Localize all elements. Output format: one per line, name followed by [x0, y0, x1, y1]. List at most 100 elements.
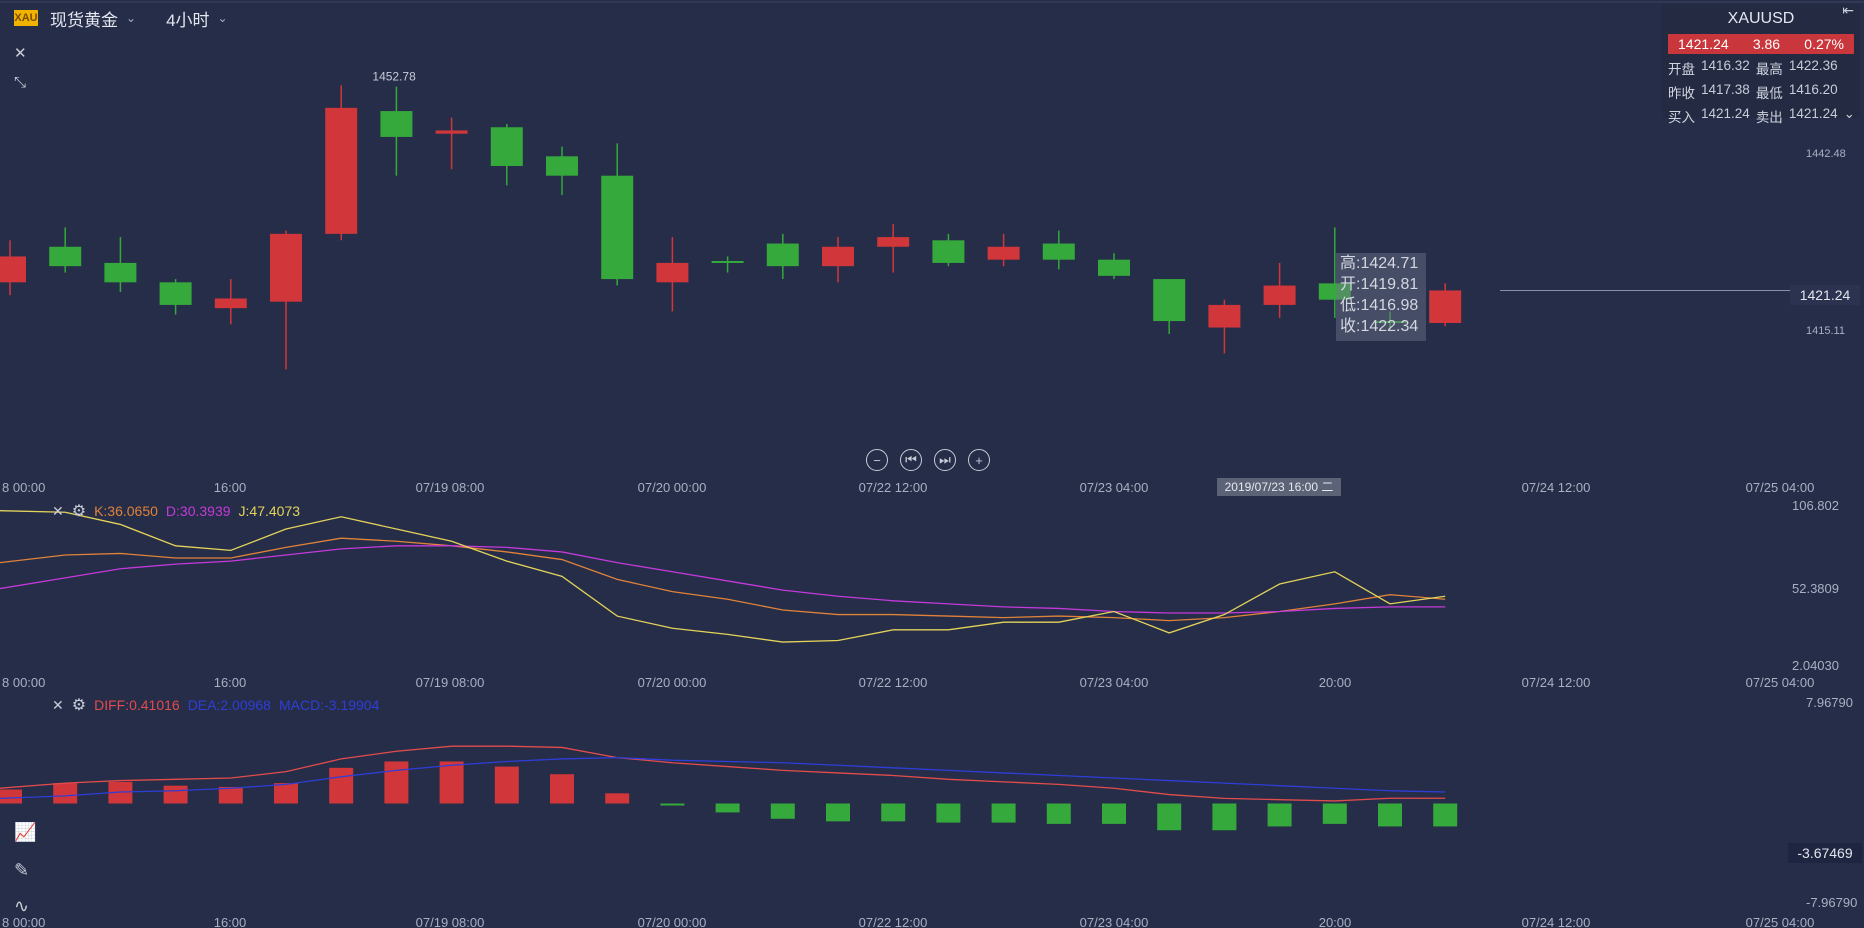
collapse-icon[interactable]: ⤡: [14, 74, 27, 91]
x-axis-tick: 07/23 04:00: [1080, 480, 1149, 495]
low-label: 最低: [1755, 86, 1783, 101]
last-price: 1421.24: [1678, 36, 1729, 52]
macd-histogram-bar: [274, 783, 298, 804]
x-axis-tick: 07/23 04:00: [1080, 675, 1149, 690]
macd-histogram-bar: [384, 761, 409, 804]
kdj-legend: ✕ ⚙ K:36.0650 D:30.3939 J:47.4073: [52, 501, 300, 521]
waveform-tool-icon[interactable]: ∿: [14, 896, 30, 916]
kdj-d-value: D:30.3939: [165, 503, 231, 519]
quote-row-open-high: 开盘 1416.32 最高 1422.36: [1662, 58, 1860, 78]
top-bar: XAU 现货黄金 ⌄ 4小时 ⌄: [0, 0, 1660, 36]
macd-histogram-bar: [1157, 803, 1182, 831]
candle-body: [49, 246, 82, 267]
period-selector[interactable]: 4小时: [166, 10, 210, 30]
x-axis-tick: 8 00:00: [2, 675, 45, 690]
candle-body: [270, 233, 302, 302]
kdj-axis-tick: 52.3809: [1792, 581, 1839, 596]
x-axis-tick: 16:00: [214, 480, 247, 495]
x-axis-tick: 07/20 00:00: [638, 675, 707, 690]
zoom-in-button[interactable]: +: [968, 449, 990, 471]
macd-histogram-bar: [936, 803, 961, 823]
gold-logo-icon: XAU: [14, 10, 38, 26]
candle-body: [656, 262, 689, 283]
price-change: 3.86: [1752, 36, 1781, 52]
candle-body: [1098, 259, 1130, 276]
x-axis-tick: 07/25 04:00: [1746, 915, 1815, 928]
price-axis-tick: 1415.11: [1806, 325, 1845, 337]
chevron-down-icon[interactable]: ⌄: [126, 11, 137, 25]
macd-histogram-bar: [881, 803, 906, 822]
macd-histogram-bar: [605, 793, 630, 804]
panel-toggle-icon[interactable]: ⇤: [1842, 2, 1854, 18]
close-indicator-icon[interactable]: ✕: [52, 696, 64, 713]
macd-axis-tick: -7.96790: [1806, 895, 1857, 910]
close-indicator-icon[interactable]: ✕: [52, 502, 64, 519]
candle-body: [1318, 283, 1351, 300]
kdj-axis-tick: 106.802: [1792, 498, 1839, 513]
x-axis-tick: 07/19 08:00: [416, 675, 485, 690]
high-label: 最高: [1755, 62, 1783, 77]
ohlc-tooltip: 高:1424.71 开:1419.81 低:1416.98 收:1422.34: [1336, 253, 1426, 341]
quote-row-close-low: 昨收 1417.38 最低 1416.20: [1662, 82, 1860, 102]
drawing-tool-icon[interactable]: ✎: [14, 860, 30, 880]
x-axis-tick: 07/20 00:00: [638, 915, 707, 928]
chart-nav-controls: − ⏮ ⏭ +: [866, 449, 990, 471]
ask-label: 卖出: [1755, 110, 1783, 125]
macd-diff-line: [0, 745, 1446, 802]
candle-body: [601, 175, 634, 280]
x-axis-tick: 20:00: [1319, 675, 1352, 690]
candle-body: [1153, 279, 1186, 322]
bid-label: 买入: [1668, 110, 1695, 125]
candle-body: [490, 127, 523, 166]
candle-body: [932, 240, 965, 263]
ask-value: 1421.24: [1788, 106, 1838, 121]
scroll-end-button[interactable]: ⏭: [934, 449, 956, 471]
chevron-down-icon[interactable]: ⌄: [217, 11, 228, 25]
candle-body: [822, 246, 854, 267]
kdj-axis-tick: 2.04030: [1792, 658, 1839, 673]
gear-icon[interactable]: ⚙: [71, 697, 87, 714]
kdj-d-line: [0, 545, 1446, 614]
candle-body: [435, 130, 468, 134]
gear-icon[interactable]: ⚙: [71, 503, 87, 520]
macd-histogram-bar: [0, 789, 22, 804]
price-axis-tick: 1442.48: [1806, 148, 1846, 160]
prev-close-label: 昨收: [1668, 86, 1695, 101]
expand-chevron-icon[interactable]: ⌄: [1843, 106, 1855, 121]
x-axis-tick: 8 00:00: [2, 480, 45, 495]
crosshair-time-label: 2019/07/23 16:00 二: [1217, 478, 1341, 496]
macd-diff-value: DIFF:0.41016: [94, 697, 180, 713]
zoom-out-button[interactable]: −: [866, 449, 888, 471]
macd-histogram-bar: [660, 803, 685, 806]
scroll-start-button[interactable]: ⏮: [900, 449, 922, 471]
max-price-label: 1452.78: [372, 70, 416, 84]
indicator-tool-icon[interactable]: 📈: [14, 822, 37, 842]
quote-price-bar: 1421.24 3.86 0.27%: [1668, 34, 1854, 54]
quote-panel: ⇤ XAUUSD 1421.24 3.86 0.27% 开盘 1416.32 最…: [1662, 2, 1860, 125]
close-icon[interactable]: ✕: [14, 45, 27, 62]
x-axis-tick: 07/23 04:00: [1080, 915, 1149, 928]
macd-histogram-bar: [1433, 803, 1458, 827]
low-value: 1416.20: [1788, 82, 1838, 97]
x-axis-tick: 07/22 12:00: [859, 675, 928, 690]
tooltip-open: 开:1419.81: [1340, 276, 1419, 293]
x-axis-tick: 16:00: [214, 915, 247, 928]
x-axis-tick: 20:00: [1319, 915, 1352, 928]
macd-histogram-bar: [329, 767, 354, 804]
x-axis-tick: 07/24 12:00: [1522, 480, 1591, 495]
open-value: 1416.32: [1701, 58, 1750, 73]
candle-body: [987, 246, 1020, 260]
macd-histogram-bar: [770, 803, 795, 819]
symbol-selector[interactable]: 现货黄金: [50, 10, 118, 30]
x-axis-tick: 07/25 04:00: [1746, 675, 1815, 690]
last-price-tag: 1421.24: [1790, 285, 1860, 305]
macd-histogram-bar: [1212, 803, 1237, 831]
candle-body: [1429, 290, 1462, 324]
prev-close-value: 1417.38: [1701, 82, 1750, 97]
macd-axis-tick: 7.96790: [1806, 695, 1853, 710]
x-axis-tick: 07/20 00:00: [638, 480, 707, 495]
kdj-k-line: [0, 537, 1446, 622]
macd-legend: ✕ ⚙ DIFF:0.41016 DEA:2.00968 MACD:-3.199…: [52, 695, 379, 715]
macd-histogram-bar: [494, 766, 519, 804]
